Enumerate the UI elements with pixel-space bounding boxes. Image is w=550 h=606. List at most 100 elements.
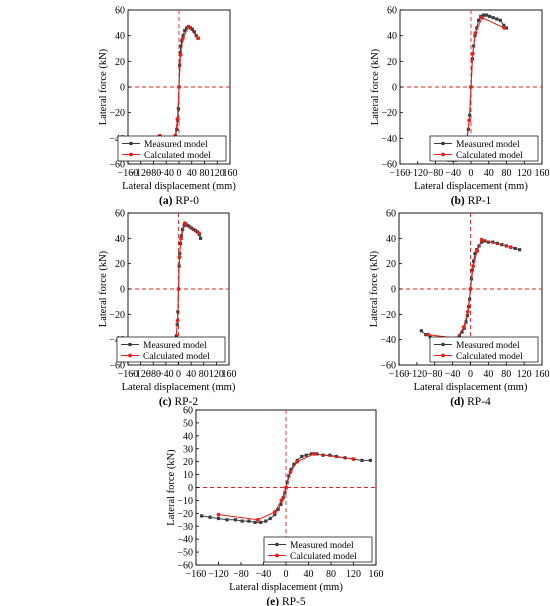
y-tick-label: 30 — [183, 444, 193, 455]
legend-swatch-marker — [129, 141, 133, 146]
measured-point — [180, 39, 184, 43]
x-tick-label: 120 — [517, 168, 532, 179]
calculated-point — [288, 470, 293, 474]
x-tick-label: 0 — [284, 569, 289, 580]
y-tick-label: −20 — [109, 310, 125, 321]
measured-point — [486, 240, 490, 244]
legend-label: Calculated model — [144, 151, 211, 161]
measured-point — [240, 519, 244, 523]
x-tick-label: −80 — [146, 168, 162, 179]
calculated-point — [180, 36, 185, 41]
x-tick-label: −80 — [428, 168, 444, 179]
y-tick-label: 0 — [120, 285, 125, 296]
y-tick-label: −20 — [109, 108, 125, 119]
calculated-point — [176, 287, 181, 291]
legend-label: Measured model — [456, 341, 520, 351]
legend-box — [117, 135, 227, 162]
legend-swatch-marker — [441, 141, 445, 146]
y-tick-label: 20 — [115, 57, 125, 68]
measured-point — [192, 30, 196, 34]
measured-point — [368, 458, 372, 462]
legend-box — [263, 536, 373, 563]
calculated-point — [272, 510, 277, 514]
x-tick-label: 40 — [484, 168, 494, 179]
calculated-point — [197, 231, 201, 236]
x-tick-label: 120 — [517, 369, 532, 380]
legend-swatch-marker — [128, 342, 132, 347]
x-tick-label: −120 — [130, 369, 151, 380]
measured-point — [264, 519, 268, 523]
x-tick-label: 160 — [369, 569, 384, 580]
measured-point — [472, 259, 476, 263]
y-tick-label: 20 — [387, 57, 397, 68]
legend-swatch-marker — [275, 542, 279, 547]
measured-point — [480, 240, 484, 244]
x-tick-label: 40 — [187, 168, 197, 179]
calculated-point — [284, 485, 288, 490]
panel-caption-letter: (b) — [451, 195, 465, 207]
legend-label: Calculated model — [290, 552, 357, 562]
x-tick-label: 120 — [346, 569, 361, 580]
legend-label: Measured model — [290, 541, 354, 551]
measured-point — [476, 18, 481, 22]
measured-point — [188, 26, 193, 30]
x-tick-label: −40 — [445, 369, 461, 380]
x-tick-label: −40 — [445, 168, 461, 179]
y-tick-label: 60 — [183, 406, 193, 417]
y-tick-label: −30 — [177, 522, 193, 533]
legend-label: Calculated model — [143, 352, 210, 362]
x-tick-label: 160 — [535, 168, 550, 179]
y-tick-label: −40 — [177, 535, 193, 546]
measured-point — [464, 320, 468, 324]
y-tick-label: 50 — [183, 418, 193, 429]
y-tick-label: 0 — [188, 483, 193, 494]
measured-point — [481, 13, 486, 17]
y-tick-label: 20 — [115, 259, 125, 270]
y-tick-label: 40 — [115, 234, 125, 245]
measured-point — [283, 491, 287, 495]
y-tick-label: 60 — [115, 6, 125, 17]
calculated-point — [479, 237, 484, 242]
y-tick-label: −60 — [177, 561, 193, 572]
panel-caption-letter: (d) — [450, 396, 464, 408]
y-axis-label: Lateral force (kN) — [369, 250, 380, 327]
calculated-point — [502, 26, 507, 30]
y-tick-label: 20 — [183, 457, 193, 468]
measured-point — [247, 519, 251, 523]
x-tick-label: 80 — [200, 168, 210, 179]
y-tick-label: −60 — [109, 361, 125, 372]
measured-point — [513, 246, 517, 251]
y-tick-label: −60 — [380, 361, 396, 372]
measured-point — [473, 251, 477, 256]
measured-point — [460, 330, 464, 334]
measured-point — [484, 13, 489, 17]
x-tick-label: −160 — [390, 168, 411, 179]
x-tick-label: −120 — [407, 168, 428, 179]
y-tick-label: 0 — [392, 83, 397, 94]
calculated-point — [351, 457, 356, 461]
x-axis-label: Lateral displacement (mm) — [414, 181, 528, 192]
legend-label: Calculated model — [456, 352, 523, 362]
measured-point — [424, 333, 428, 337]
calculated-point — [312, 452, 317, 456]
y-tick-label: −40 — [109, 134, 125, 145]
calculated-point — [471, 264, 476, 269]
legend-label: Measured model — [456, 140, 520, 150]
x-tick-label: 160 — [222, 369, 237, 380]
x-tick-label: −80 — [427, 369, 443, 380]
x-tick-label: 40 — [304, 569, 314, 580]
x-tick-label: 80 — [502, 168, 512, 179]
measured-point — [498, 18, 502, 22]
legend-swatch-marker — [129, 152, 133, 157]
y-axis-label: Lateral force (kN) — [98, 250, 109, 327]
calculated-point — [469, 85, 473, 89]
x-tick-label: −40 — [256, 569, 272, 580]
x-tick-label: −80 — [145, 369, 161, 380]
calculated-point — [279, 498, 284, 503]
y-tick-label: 60 — [386, 209, 396, 220]
calculated-point — [177, 255, 182, 260]
